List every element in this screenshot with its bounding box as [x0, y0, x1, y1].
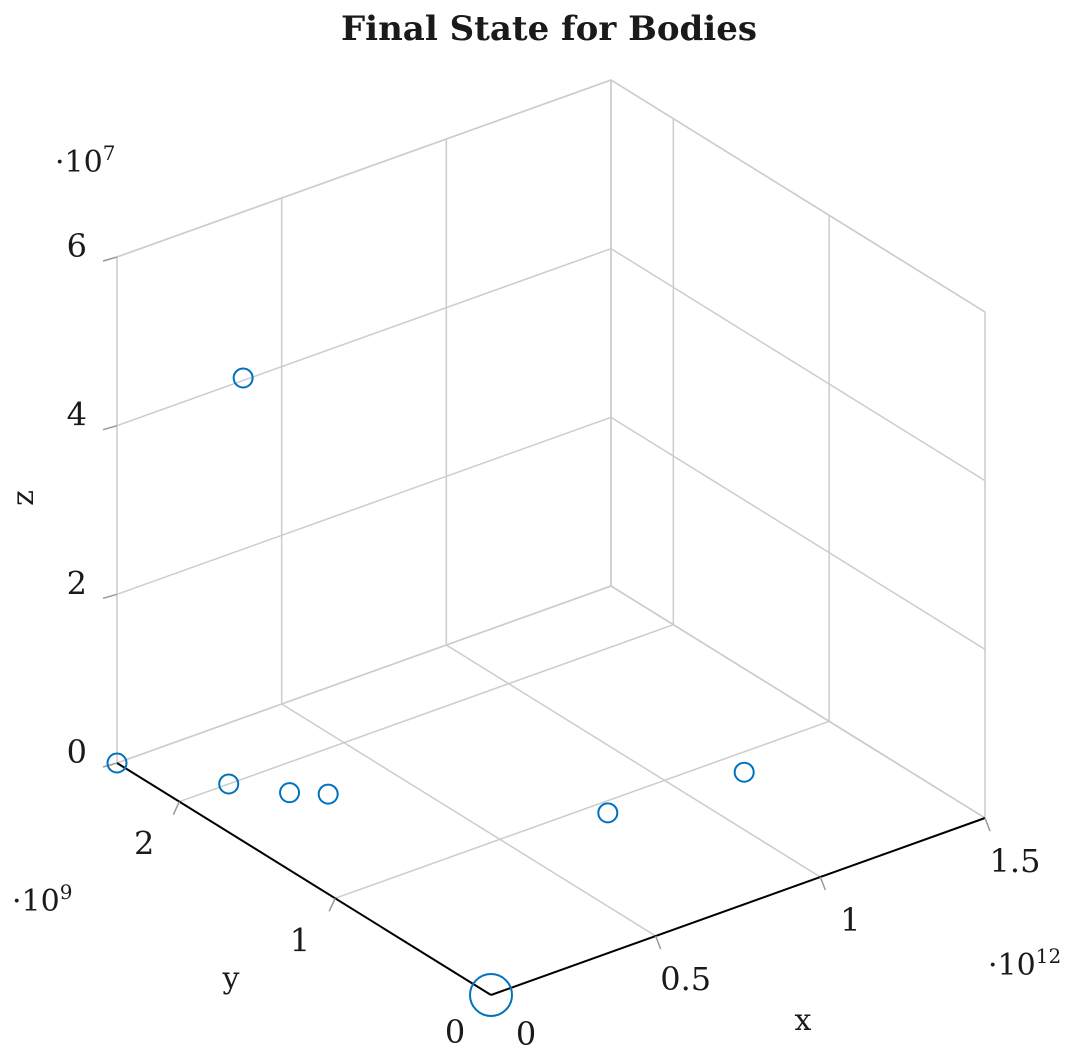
tick-labels: 0.5 1 1.5 1 2 0 2 4 6 0 0 — [67, 227, 1041, 1053]
floor-grid-line-x — [281, 703, 657, 937]
axes — [102, 256, 991, 996]
back-wall-grid-line-z — [116, 247, 612, 427]
data-point — [469, 973, 513, 1017]
z-exponent-label: ·107 — [55, 141, 115, 180]
top-edge — [116, 79, 612, 258]
z-axis-label: z — [6, 490, 41, 506]
y-origin-label: 0 — [445, 1013, 465, 1051]
floor-grid-line-x — [445, 644, 821, 878]
y-tick-label: 2 — [134, 825, 154, 863]
x-axis-line — [490, 817, 986, 996]
z-tick-mark — [102, 424, 118, 431]
data-point — [232, 367, 254, 389]
z-tick-label: 4 — [67, 396, 87, 434]
z-tick-label: 0 — [67, 733, 87, 771]
side-wall-grid-line-z — [610, 416, 986, 650]
data-points — [106, 367, 755, 1017]
x-tick-label: 1 — [840, 901, 860, 939]
x-axis-label: x — [795, 1003, 812, 1038]
data-point — [218, 773, 240, 795]
z-tick-mark — [102, 593, 118, 600]
data-point — [597, 802, 619, 824]
y-tick-label: 1 — [290, 921, 310, 959]
x-tick-mark — [984, 817, 991, 832]
data-point — [317, 783, 339, 805]
x-origin-label: 0 — [516, 1015, 536, 1053]
y-axis-line — [116, 762, 492, 996]
y-axis-label: y — [222, 961, 240, 996]
y-tick-mark — [328, 898, 336, 912]
chart-title: Final State for Bodies — [341, 9, 757, 49]
grid — [116, 79, 986, 937]
x-tick-mark — [819, 876, 827, 891]
z-tick-mark — [102, 762, 118, 768]
top-edge — [610, 79, 986, 313]
data-point — [733, 761, 755, 783]
floor-edge — [116, 585, 612, 764]
x-tick-label: 1.5 — [990, 842, 1041, 880]
back-wall-grid-line-z — [116, 416, 612, 596]
data-point — [106, 752, 128, 774]
y-exponent-label: ·109 — [12, 880, 72, 919]
y-tick-mark — [172, 801, 181, 815]
data-point — [279, 782, 301, 804]
floor-grid-line-y — [334, 720, 830, 900]
x-exponent-label: ·1012 — [988, 944, 1061, 983]
z-tick-mark — [102, 256, 118, 262]
z-tick-label: 6 — [67, 227, 87, 265]
side-wall-grid-line-z — [610, 248, 986, 482]
floor-grid-line-y — [179, 623, 674, 803]
x-tick-label: 0.5 — [660, 960, 711, 998]
x-tick-mark — [654, 935, 662, 950]
floor-edge — [610, 585, 986, 819]
z-tick-label: 2 — [67, 564, 87, 602]
